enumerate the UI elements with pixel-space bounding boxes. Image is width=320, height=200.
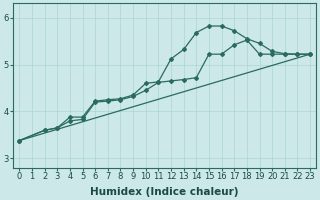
- X-axis label: Humidex (Indice chaleur): Humidex (Indice chaleur): [91, 187, 239, 197]
